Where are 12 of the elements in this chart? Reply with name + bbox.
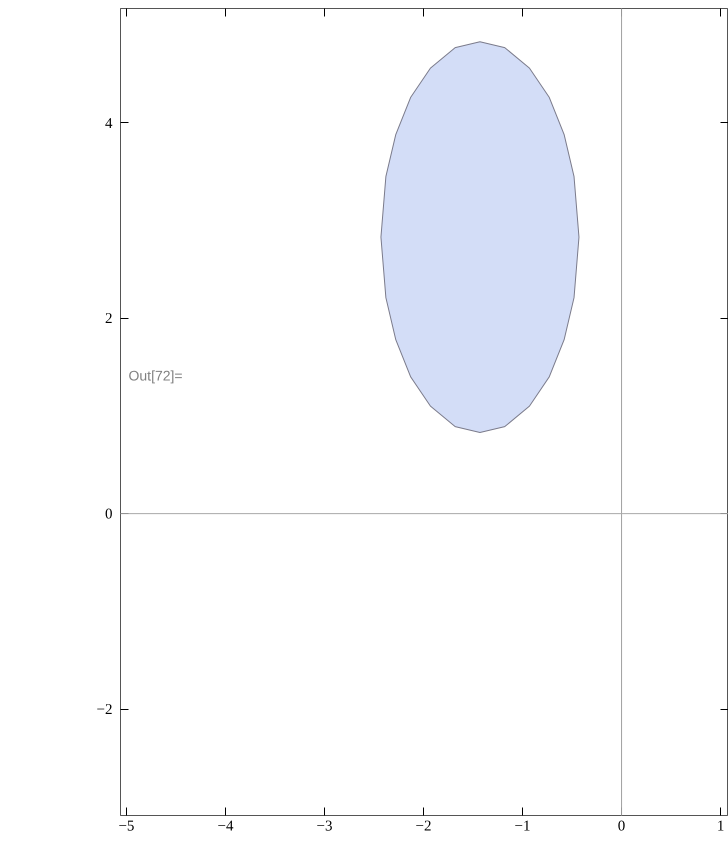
x-tick-label: −4	[217, 818, 234, 834]
y-tick-label: −2	[96, 702, 113, 718]
y-tick-label: 4	[105, 116, 113, 132]
annotation: Out[72]=	[128, 368, 183, 384]
y-tick-label: 2	[105, 311, 112, 328]
x-tick-label: 1	[716, 818, 724, 834]
x-tick-label: −3	[316, 818, 332, 834]
x-tick-label: −5	[118, 818, 134, 834]
x-tick-label: −1	[514, 818, 531, 834]
x-tick-label: 0	[618, 818, 626, 834]
x-tick-label: −2	[416, 818, 432, 834]
y-tick-label: 0	[105, 506, 112, 523]
